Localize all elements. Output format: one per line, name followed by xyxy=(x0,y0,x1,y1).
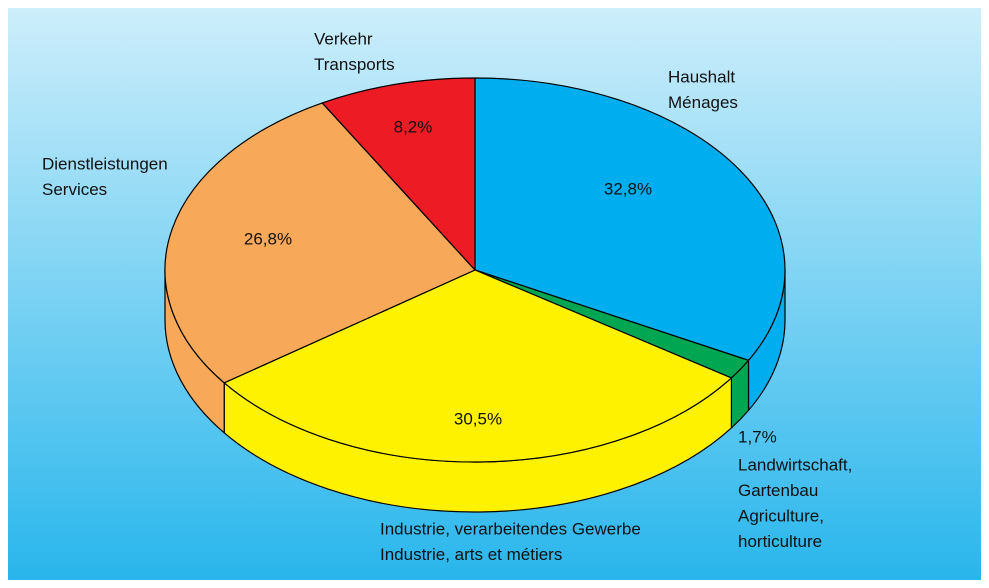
category-label: Services xyxy=(42,180,107,199)
value-label: 30,5% xyxy=(454,409,502,428)
value-label: 32,8% xyxy=(604,179,652,198)
category-label: Landwirtschaft, xyxy=(738,455,852,474)
labels: 32,8% 1,7% 30,5% 26,8% 8,2% Haushalt Ménages La… xyxy=(42,29,852,564)
category-label: Industrie, arts et métiers xyxy=(380,545,562,564)
value-label: 8,2% xyxy=(394,117,433,136)
value-label: 1,7% xyxy=(738,427,777,446)
category-label: Dienstleistungen xyxy=(42,154,168,173)
category-label: Haushalt xyxy=(668,67,735,86)
category-label: Gartenbau xyxy=(738,481,818,500)
category-label: Ménages xyxy=(668,93,738,112)
value-label: 26,8% xyxy=(244,229,292,248)
category-label: Transports xyxy=(314,55,395,74)
slice xyxy=(164,102,476,384)
pie-tops xyxy=(164,77,786,463)
slice xyxy=(223,269,732,463)
category-label: Industrie, verarbeitendes Gewerbe xyxy=(380,519,641,538)
category-label: Verkehr xyxy=(314,29,373,48)
category-label: horticulture xyxy=(738,532,822,551)
category-label: Agriculture, xyxy=(738,506,824,525)
pie-sides xyxy=(164,269,786,513)
slice xyxy=(474,77,786,361)
slice xyxy=(321,77,476,271)
